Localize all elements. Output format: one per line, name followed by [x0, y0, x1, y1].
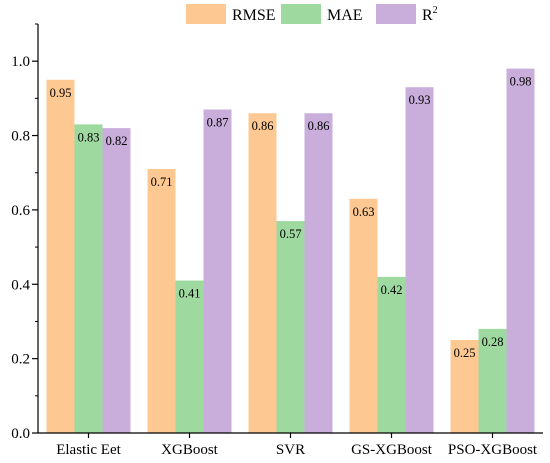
bar-r2-2: [304, 113, 333, 434]
y-tick-label: 0.4: [11, 277, 30, 293]
data-label-mae-4: 0.28: [482, 335, 504, 349]
bar-r2-0: [102, 128, 131, 434]
bar-mae-1: [175, 280, 204, 433]
data-label-rmse-4: 0.25: [454, 346, 476, 360]
x-tick-label: GS-XGBoost: [351, 442, 433, 458]
bar-rmse-1: [147, 169, 176, 433]
bar-r2-3: [405, 87, 434, 433]
data-label-mae-2: 0.57: [280, 227, 302, 241]
data-label-rmse-1: 0.71: [151, 175, 173, 189]
bar-rmse-3: [349, 198, 378, 433]
x-tick-label: XGBoost: [161, 442, 219, 458]
bar-mae-0: [74, 124, 103, 434]
data-label-rmse-3: 0.63: [353, 205, 375, 219]
y-tick-label: 1.0: [11, 54, 30, 70]
bar-r2-1: [203, 109, 232, 433]
bar-rmse-2: [248, 113, 277, 434]
bar-r2-4: [506, 68, 535, 434]
y-tick-label: 0.0: [11, 426, 30, 442]
data-label-r2-1: 0.87: [207, 116, 229, 130]
y-tick-label: 0.6: [11, 203, 30, 219]
y-tick-label: 0.2: [11, 352, 30, 368]
y-tick-label: 0.8: [11, 129, 30, 145]
legend: RMSE MAE R2: [186, 4, 438, 24]
legend-swatch-mae: [281, 4, 321, 24]
bars: 0.95 0.71 0.86 0.63 0.25 0.83 0.41 0.57 0.42 0.28…: [46, 68, 535, 434]
legend-swatch-r2: [376, 4, 416, 24]
data-label-rmse-2: 0.86: [252, 119, 274, 133]
data-label-mae-1: 0.41: [179, 287, 201, 301]
legend-label-rmse: RMSE: [232, 7, 276, 24]
data-label-r2-0: 0.82: [106, 134, 128, 148]
data-label-mae-0: 0.83: [78, 130, 100, 144]
legend-label-mae: MAE: [327, 7, 363, 24]
x-tick-label: Elastic Eet: [56, 442, 121, 458]
data-label-mae-3: 0.42: [381, 283, 403, 297]
bar-mae-2: [276, 221, 305, 433]
legend-label-r2: R2: [422, 5, 438, 24]
data-label-r2-3: 0.93: [409, 93, 431, 107]
legend-swatch-rmse: [186, 4, 226, 24]
bar-rmse-0: [46, 79, 75, 433]
data-label-r2-2: 0.86: [308, 119, 330, 133]
bar-mae-4: [478, 328, 507, 433]
x-tick-label: SVR: [276, 442, 305, 458]
data-label-r2-4: 0.98: [510, 75, 532, 89]
x-tick-label: PSO-XGBoost: [448, 442, 538, 458]
bar-rmse-4: [450, 340, 479, 433]
axes: 0.0 0.2 0.4 0.6 0.8 1.0 Elastic Eet XGBoost SVR G…: [11, 23, 543, 458]
data-label-rmse-0: 0.95: [50, 86, 72, 100]
bar-mae-3: [377, 276, 406, 433]
